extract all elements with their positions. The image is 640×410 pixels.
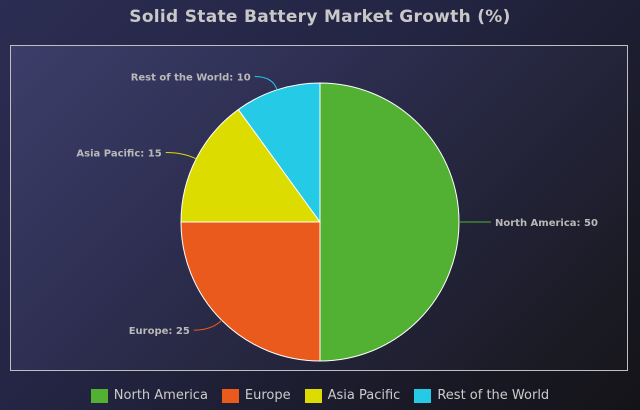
- legend-item-north-america[interactable]: North America: [90, 388, 208, 403]
- legend-swatch: [90, 388, 108, 403]
- legend-label: Rest of the World: [437, 388, 550, 403]
- legend-item-europe[interactable]: Europe: [221, 388, 291, 403]
- legend-item-rest-of-the-world[interactable]: Rest of the World: [414, 388, 549, 403]
- legend: North America Europe Asia Pacific Rest o…: [0, 388, 640, 403]
- legend-swatch: [221, 388, 239, 403]
- labels-layer: North America: 50 Europe: 25 Asia Pacific:…: [76, 72, 598, 337]
- data-label-europe: Europe: 25: [129, 326, 190, 337]
- label-connector-rest-of-the-world: [254, 75, 278, 90]
- pie-slice-asia-pacific[interactable]: [180, 108, 321, 223]
- legend-swatch: [304, 388, 322, 403]
- pie-slice-europe[interactable]: [180, 221, 321, 362]
- legend-label: Europe: [244, 388, 291, 403]
- legend-label: Asia Pacific: [327, 388, 401, 403]
- data-label-asia-pacific: Asia Pacific: 15: [76, 149, 161, 160]
- label-connector-europe: [193, 319, 223, 331]
- connectors-layer: [165, 75, 491, 331]
- data-label-north-america: North America: 50: [495, 218, 598, 229]
- pie-slice-north-america[interactable]: [319, 82, 460, 362]
- legend-label: North America: [113, 388, 208, 403]
- legend-item-asia-pacific[interactable]: Asia Pacific: [304, 388, 401, 403]
- slices-layer: [180, 82, 460, 362]
- legend-swatch: [414, 388, 432, 403]
- pie-slice-rest-of-the-world[interactable]: [237, 82, 321, 224]
- label-connector-asia-pacific: [165, 152, 197, 160]
- chart-title: Solid State Battery Market Growth (%): [129, 7, 511, 27]
- data-label-rest-of-the-world: Rest of the World: 10: [131, 72, 251, 83]
